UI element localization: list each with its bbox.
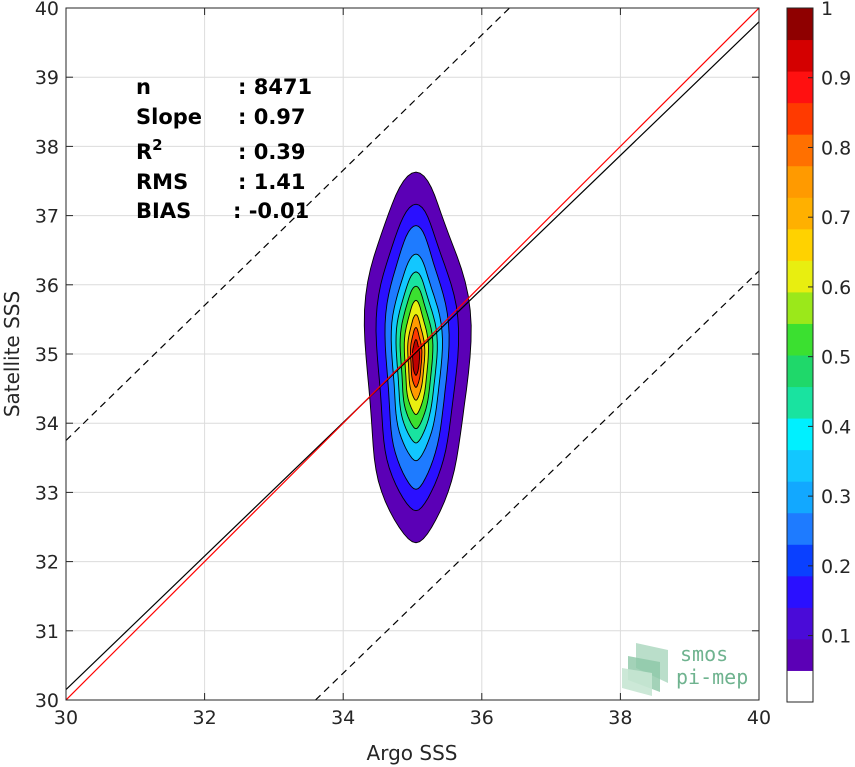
stat-value: : 0.97 <box>238 105 306 129</box>
density-contours <box>363 171 472 544</box>
stat-value: : 8471 <box>238 75 312 99</box>
colorbar-segment <box>787 355 813 388</box>
colorbar-tick-label: 0.4 <box>821 416 851 438</box>
smos-pimep-logo: smos pi-mep <box>622 642 748 696</box>
stat-value: : 1.41 <box>238 170 306 194</box>
y-tick-label: 39 <box>35 67 59 89</box>
colorbar-tick-label: 0.2 <box>821 556 851 578</box>
upper-bound-line <box>66 8 510 441</box>
colorbar-tick-label: 0.8 <box>821 137 851 159</box>
colorbar-tick-label: 1 <box>821 0 833 20</box>
y-axis-label: Satellite SSS <box>0 291 24 417</box>
y-tick-label: 40 <box>35 0 59 20</box>
colorbar-segment <box>787 291 813 324</box>
y-tick-label: 36 <box>35 275 59 297</box>
colorbar-segment <box>787 449 813 482</box>
colorbar-frame <box>786 7 814 703</box>
colorbar-segment <box>787 638 813 671</box>
colorbar-segment <box>787 165 813 198</box>
stat-label: RMS <box>136 170 188 194</box>
stat-label: BIAS <box>136 199 191 223</box>
colorbar-segment <box>787 39 813 72</box>
colorbar-segment <box>787 134 813 167</box>
colorbar-tick-label: 0.9 <box>821 68 851 90</box>
reference-lines <box>66 8 759 700</box>
colorbar-segment <box>787 228 813 261</box>
y-tick-label: 37 <box>35 206 59 228</box>
y-tick-label: 31 <box>35 621 59 643</box>
x-tick-label: 38 <box>608 707 632 729</box>
colorbar-segment <box>787 670 813 703</box>
colorbar-tick-label: 0.7 <box>821 207 851 229</box>
stat-label: Slope <box>136 105 202 129</box>
logo-mark-icon <box>622 643 668 696</box>
y-tick-label: 32 <box>35 552 59 574</box>
colorbar-segment <box>787 197 813 230</box>
logo-line2: pi-mep <box>676 665 748 689</box>
colorbar-segment <box>787 386 813 419</box>
y-tick-label: 38 <box>35 136 59 158</box>
x-ticks: 30 32 34 36 38 40 <box>54 8 771 729</box>
regression-line <box>66 8 759 700</box>
colorbar-tick-label: 0.1 <box>821 626 851 648</box>
colorbar-tick-label: 0.6 <box>821 277 851 299</box>
colorbar-segment <box>787 512 813 545</box>
lower-bound-line <box>315 270 759 700</box>
x-tick-label: 40 <box>747 707 771 729</box>
x-tick-label: 32 <box>193 707 217 729</box>
colorbar-tick-label: 0.3 <box>821 486 851 508</box>
colorbar-segment <box>787 102 813 135</box>
colorbar-segment <box>787 323 813 356</box>
colorbar-segment <box>787 418 813 451</box>
colorbar-segment <box>787 71 813 104</box>
x-axis-label: Argo SSS <box>367 741 458 765</box>
x-tick-label: 30 <box>54 707 78 729</box>
colorbar-segment <box>787 575 813 608</box>
y-tick-label: 30 <box>35 690 59 712</box>
colorbar: 0.1 0.2 0.3 0.4 0.5 0.6 0.7 0.8 0.9 1 <box>786 0 851 703</box>
colorbar-segment <box>787 544 813 577</box>
y-tick-label: 35 <box>35 344 59 366</box>
colorbar-segment <box>787 607 813 640</box>
stat-value: : -0.01 <box>233 199 309 223</box>
stat-value: : 0.39 <box>238 140 306 164</box>
x-tick-label: 34 <box>331 707 355 729</box>
y-ticks: 30 31 32 33 34 35 36 37 38 39 40 <box>35 0 759 712</box>
stat-label: n <box>136 75 151 99</box>
y-tick-label: 33 <box>35 482 59 504</box>
identity-line <box>66 21 759 691</box>
logo-line1: smos <box>680 642 728 666</box>
x-tick-label: 36 <box>470 707 494 729</box>
y-tick-label: 34 <box>35 413 59 435</box>
colorbar-segment <box>787 481 813 514</box>
colorbar-segment <box>787 8 813 41</box>
colorbar-tick-label: 0.5 <box>821 347 851 369</box>
colorbar-segment <box>787 260 813 293</box>
